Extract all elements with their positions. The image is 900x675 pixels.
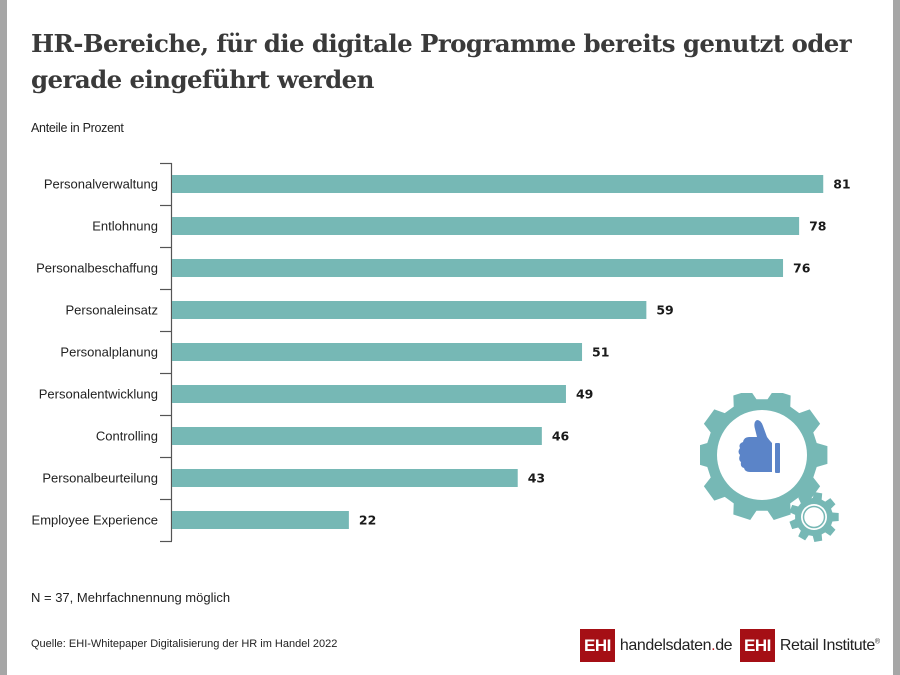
- category-label: Personaleinsatz: [66, 303, 159, 318]
- value-label: 76: [793, 261, 811, 276]
- bar-chart: Personalverwaltung Entlohnung Personalbesc…: [32, 162, 851, 543]
- category-label: Personalverwaltung: [44, 177, 158, 192]
- category-axis: [160, 162, 173, 543]
- chart-subtitle: Anteile in Prozent: [31, 121, 124, 135]
- retail-institute-name: Retail Institute: [779, 636, 875, 654]
- frame-border-right: [893, 0, 900, 675]
- handelsdaten-name: handelsdaten: [619, 636, 712, 654]
- ehi-retail-institute-logo[interactable]: EHI Retail Institute®: [740, 629, 880, 662]
- handelsdaten-tld: de: [715, 636, 733, 654]
- handelsdaten-logo[interactable]: EHI handelsdaten.de: [580, 629, 733, 662]
- value-label: 59: [656, 303, 673, 318]
- small-gear-hole: [801, 504, 827, 530]
- bar: [172, 343, 583, 361]
- value-label: 78: [809, 219, 826, 234]
- category-label: Personalplanung: [60, 345, 158, 360]
- retail-institute-text: Retail Institute®: [780, 637, 880, 655]
- bar: [172, 217, 800, 235]
- ehi-logo-box: EHI: [740, 629, 775, 662]
- source-note: Quelle: EHI-Whitepaper Digitalisierung d…: [31, 638, 338, 650]
- handelsdaten-logo-text: handelsdaten.de: [619, 636, 733, 655]
- category-label: Personalentwicklung: [39, 387, 158, 402]
- value-label: 43: [528, 471, 545, 486]
- ehi-logo-box: EHI: [580, 629, 615, 662]
- gear-thumbs-up-icon: [700, 393, 839, 542]
- category-label: Personalbeschaffung: [36, 261, 158, 276]
- bar: [172, 469, 518, 487]
- bar: [172, 301, 647, 319]
- bar: [172, 259, 784, 277]
- category-label: Entlohnung: [92, 219, 158, 234]
- category-labels: Personalverwaltung Entlohnung Personalbesc…: [32, 177, 158, 528]
- registered-mark: ®: [874, 638, 880, 646]
- value-label: 81: [833, 177, 850, 192]
- chart-title: HR-Bereiche, für die digitale Programme …: [31, 29, 852, 94]
- category-label: Employee Experience: [32, 513, 158, 528]
- value-labels: 81 78 76 59 51 49 46 43 22: [359, 177, 851, 528]
- value-label: 51: [592, 345, 609, 360]
- thumbs-up-icon: [738, 420, 780, 473]
- bar: [172, 385, 566, 403]
- category-label: Personalbeurteilung: [42, 471, 158, 486]
- bar: [172, 427, 542, 445]
- value-label: 46: [552, 429, 570, 444]
- category-label: Controlling: [96, 429, 158, 444]
- value-label: 22: [359, 513, 376, 528]
- bars: [172, 175, 824, 529]
- small-gear-ring: [802, 505, 826, 529]
- value-label: 49: [576, 387, 593, 402]
- bar: [172, 175, 824, 193]
- frame-border-left: [0, 0, 7, 675]
- bar: [172, 511, 349, 529]
- sample-note: N = 37, Mehrfachnennung möglich: [31, 590, 231, 605]
- handelsdaten-dot: .: [711, 636, 716, 654]
